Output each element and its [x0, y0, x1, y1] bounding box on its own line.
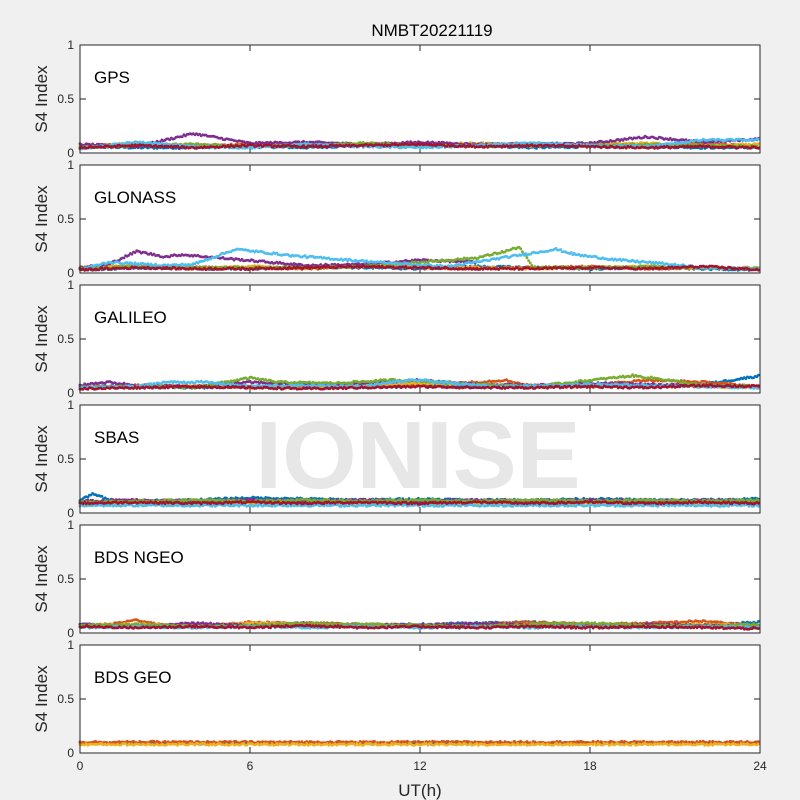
panel-gps: 0 0.5 1 GPS S4 Index	[32, 38, 761, 160]
data-point	[519, 247, 523, 251]
data-point	[528, 261, 532, 265]
y-tick-label: 0.5	[57, 92, 74, 106]
data-point	[535, 147, 538, 150]
plot-area	[80, 165, 760, 273]
y-tick-label: 1	[67, 158, 74, 172]
y-tick-label: 0	[67, 146, 74, 160]
y-tick-label: 1	[67, 38, 74, 52]
figure-title: NMBT20221119	[371, 21, 492, 40]
y-tick-label: 0.5	[57, 212, 74, 226]
panel-label: GPS	[94, 68, 130, 87]
data-point	[527, 259, 530, 262]
data-point	[757, 142, 760, 146]
data-point	[525, 256, 529, 260]
plot-area	[80, 45, 760, 153]
data-point	[122, 256, 126, 260]
data-point	[757, 146, 760, 150]
data-point	[757, 137, 760, 141]
y-axis-label: S4 Index	[32, 65, 51, 133]
